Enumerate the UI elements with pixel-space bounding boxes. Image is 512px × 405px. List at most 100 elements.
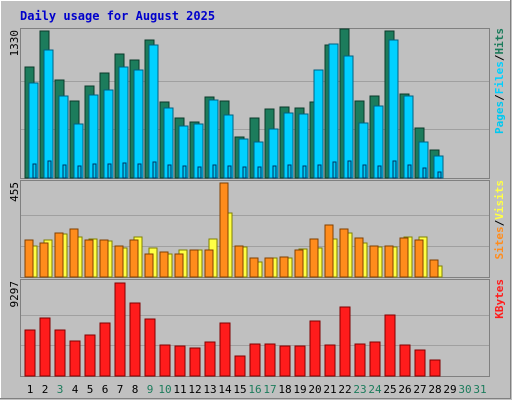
bar-files-day-8 [133, 69, 144, 179]
bar-pages-day-22 [347, 160, 352, 179]
bar-sites-day-20 [309, 238, 319, 278]
bar-sites-day-11 [174, 253, 184, 278]
bar-pages-day-14 [227, 165, 232, 179]
bar-sites-day-3 [54, 232, 64, 278]
legend-item-sep: / [493, 94, 506, 101]
bar-kbytes-day-4 [69, 340, 81, 377]
bar-sites-day-5 [84, 239, 94, 278]
bar-sites-day-21 [324, 224, 334, 278]
bar-sites-day-9 [144, 253, 154, 278]
legend-visits-sites: Sites/Visits [493, 180, 506, 260]
bar-sites-day-25 [384, 245, 394, 278]
bar-sites-day-28 [429, 259, 439, 278]
x-tick-label-day-5: 5 [87, 383, 94, 396]
bar-kbytes-day-26 [399, 344, 411, 377]
legend-item-sep: / [493, 219, 506, 226]
x-tick-label-day-26: 26 [398, 383, 411, 396]
bar-kbytes-day-16 [249, 343, 261, 377]
y-tick-label-visits: 455 [8, 182, 21, 202]
bar-sites-day-1 [24, 239, 34, 278]
chart-title: Daily usage for August 2025 [20, 9, 215, 23]
bar-kbytes-day-25 [384, 314, 396, 377]
bar-sites-day-24 [369, 245, 379, 278]
bar-pages-day-25 [392, 160, 397, 179]
bar-sites-day-22 [339, 228, 349, 278]
y-tick-label-kbytes: 9297 [8, 281, 21, 308]
bar-kbytes-day-18 [279, 345, 291, 377]
x-tick-label-day-19: 19 [293, 383, 306, 396]
x-tick-label-day-7: 7 [117, 383, 124, 396]
bar-sites-day-8 [129, 239, 139, 278]
bar-pages-day-5 [92, 163, 97, 179]
bar-kbytes-day-8 [129, 302, 141, 377]
bar-sites-day-13 [204, 249, 214, 278]
bar-kbytes-day-15 [234, 355, 246, 377]
x-tick-label-day-15: 15 [233, 383, 246, 396]
x-tick-label-day-21: 21 [323, 383, 336, 396]
bar-pages-day-12 [197, 166, 202, 179]
x-tick-label-day-17: 17 [263, 383, 276, 396]
bar-kbytes-day-23 [354, 343, 366, 377]
legend-item-files: Files [493, 61, 506, 94]
bar-sites-day-7 [114, 245, 124, 278]
bar-pages-day-4 [77, 165, 82, 179]
bar-pages-day-11 [182, 165, 187, 179]
bar-pages-day-15 [242, 166, 247, 179]
x-tick-label-day-2: 2 [42, 383, 49, 396]
bar-sites-day-17 [264, 257, 274, 278]
bar-kbytes-day-27 [414, 349, 426, 377]
x-tick-label-day-12: 12 [188, 383, 201, 396]
bar-kbytes-day-20 [309, 320, 321, 377]
legend-item-hits: Hits [493, 28, 506, 55]
x-tick-label-day-6: 6 [102, 383, 109, 396]
x-tick-label-day-3: 3 [57, 383, 64, 396]
bar-pages-day-18 [287, 164, 292, 179]
bar-sites-day-10 [159, 251, 169, 278]
bar-pages-day-10 [167, 164, 172, 179]
x-tick-label-day-11: 11 [173, 383, 186, 396]
x-tick-label-day-23: 23 [353, 383, 366, 396]
legend-item-pages: Pages [493, 101, 506, 134]
bar-sites-day-27 [414, 239, 424, 278]
bar-pages-day-2 [47, 160, 52, 179]
bar-sites-day-16 [249, 257, 259, 278]
bar-pages-day-16 [257, 166, 262, 179]
x-tick-label-day-10: 10 [158, 383, 171, 396]
bar-pages-day-28 [437, 171, 442, 179]
x-tick-label-day-4: 4 [72, 383, 79, 396]
x-tick-label-day-29: 29 [443, 383, 456, 396]
bar-files-day-2 [43, 49, 54, 179]
bar-kbytes-day-2 [39, 317, 51, 377]
bar-kbytes-day-1 [24, 329, 36, 377]
bar-sites-day-4 [69, 228, 79, 278]
x-tick-label-day-8: 8 [132, 383, 139, 396]
legend-item-kbytes: KBytes [493, 279, 506, 319]
bar-kbytes-day-6 [99, 322, 111, 377]
bar-kbytes-day-7 [114, 282, 126, 377]
x-tick-label-day-22: 22 [338, 383, 351, 396]
bar-sites-day-26 [399, 237, 409, 278]
bar-kbytes-day-3 [54, 329, 66, 377]
bar-files-day-7 [118, 66, 129, 179]
x-tick-label-day-20: 20 [308, 383, 321, 396]
bar-pages-day-1 [32, 163, 37, 179]
x-tick-label-day-13: 13 [203, 383, 216, 396]
legend-item-sites: Sites [493, 226, 506, 259]
bar-pages-day-21 [332, 161, 337, 179]
x-tick-label-day-24: 24 [368, 383, 382, 396]
bar-kbytes-day-11 [174, 345, 186, 377]
bar-sites-day-15 [234, 245, 244, 278]
bar-kbytes-day-5 [84, 334, 96, 377]
bar-sites-day-19 [294, 249, 304, 278]
bar-pages-day-24 [377, 165, 382, 179]
bar-pages-day-13 [212, 164, 217, 179]
x-tick-label-day-25: 25 [383, 383, 396, 396]
bar-kbytes-day-12 [189, 347, 201, 377]
bar-files-day-25 [388, 39, 399, 179]
bar-pages-day-9 [152, 161, 157, 179]
x-tick-label-day-31: 31 [473, 383, 486, 396]
bar-kbytes-day-24 [369, 341, 381, 377]
bar-pages-day-27 [422, 167, 427, 179]
bar-kbytes-day-14 [219, 322, 231, 377]
